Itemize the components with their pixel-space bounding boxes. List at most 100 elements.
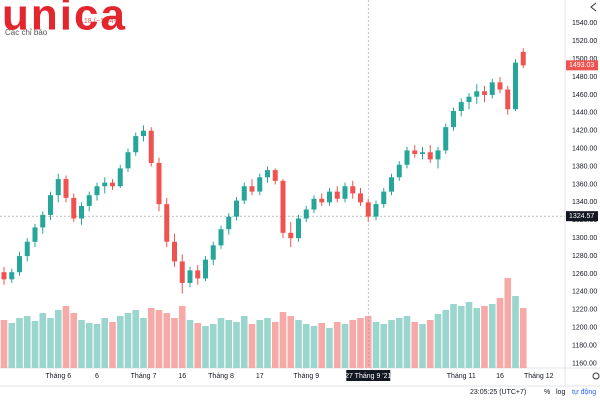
x-tick-label: 16 (496, 373, 504, 380)
y-tick-label: 1520.00 (572, 38, 597, 45)
y-tick-label: 1460.00 (572, 92, 597, 99)
candle-body (141, 130, 146, 137)
candle-body (187, 270, 193, 283)
volume-bar (16, 318, 23, 368)
y-tick-label: 1160.00 (572, 360, 597, 367)
volume-bar (380, 324, 388, 368)
volume-bar (155, 310, 163, 368)
candle-body (210, 245, 216, 260)
volume-bar (512, 296, 519, 368)
candle-body (241, 186, 247, 201)
y-tick-label: 1200.00 (572, 325, 597, 332)
candle-body (164, 204, 170, 242)
crosshair-date-box (346, 370, 391, 381)
volume-bar (326, 328, 333, 368)
candle-body (117, 168, 123, 187)
volume-bar (302, 324, 310, 368)
volume-bar (62, 306, 70, 368)
volume-bar (473, 308, 481, 368)
candle-body (327, 191, 332, 203)
volume-bar (395, 318, 403, 368)
candle-body (381, 191, 387, 205)
y-tick-label: 1360.00 (572, 181, 597, 188)
candle-body (435, 150, 441, 160)
candle-body (489, 82, 495, 95)
last-price-box (566, 60, 598, 71)
volume-bar (403, 316, 411, 368)
candle-body (71, 197, 77, 219)
volume-bar (388, 320, 395, 368)
candle-body (195, 270, 201, 279)
y-tick-label: 1420.00 (572, 128, 597, 135)
candle-body (63, 179, 69, 198)
y-tick-label: 1280.00 (572, 253, 597, 260)
x-tick-label: Tháng 6 (45, 373, 71, 380)
volume-bar (287, 316, 295, 368)
volume-bar (248, 324, 256, 368)
candle-body (280, 180, 286, 233)
volume-bar (140, 318, 147, 368)
settings-icon[interactable] (592, 372, 600, 380)
candle-body (265, 170, 270, 178)
candle-body (17, 256, 22, 273)
candle-body (40, 214, 46, 228)
volume-bar (47, 318, 54, 368)
volume-bar (372, 322, 380, 368)
volume-bar (450, 304, 457, 368)
candle-body (497, 82, 503, 90)
candle-body (133, 136, 139, 153)
candle-body (389, 177, 394, 192)
share-icon[interactable] (590, 2, 597, 12)
percent-toggle[interactable]: % (544, 389, 550, 396)
volume-bar (310, 326, 318, 368)
candle-body (203, 259, 208, 279)
volume-bar (70, 313, 78, 368)
crosshair-date: 27 Tháng 9 '21 (345, 373, 391, 380)
volume-bar (132, 310, 140, 368)
volume-bar (31, 321, 39, 368)
candle-body (474, 91, 480, 97)
candle-body (148, 130, 154, 163)
volume-bar (85, 323, 93, 368)
indicators-button[interactable]: Các chỉ báo (5, 28, 48, 37)
candle-body (420, 152, 425, 155)
volume-bar (496, 298, 504, 368)
candle-body (9, 272, 15, 280)
volume-bar (333, 322, 341, 368)
candle-body (466, 96, 472, 103)
y-tick-label: 1300.00 (572, 235, 597, 242)
y-tick-label: 1380.00 (572, 163, 597, 170)
y-tick-label: 1440.00 (572, 110, 597, 117)
volume-bar (209, 324, 217, 368)
auto-toggle[interactable]: tự động (572, 389, 596, 396)
volume-bar (457, 306, 465, 368)
candle-body (342, 186, 348, 199)
volume-bar (357, 318, 364, 368)
candle-body (32, 227, 38, 242)
candle-body (311, 198, 317, 210)
clock: 23:05:25 (UTC+7) (470, 389, 526, 396)
volume-bar (124, 313, 132, 368)
candle-body (427, 152, 433, 160)
volume-bar (349, 320, 357, 368)
volume-bar (23, 316, 31, 368)
volume-bar (0, 320, 8, 368)
volume-bar (78, 320, 85, 368)
candle-body (482, 91, 487, 95)
x-tick-label: Tháng 7 (131, 373, 157, 380)
volume-bar (481, 306, 488, 368)
x-tick-label: Tháng 11 (447, 373, 476, 380)
crosshair-price: 1324.57 (569, 213, 594, 220)
x-tick-label: 16 (178, 373, 186, 380)
volume-bar (442, 310, 450, 368)
x-tick-label: 17 (256, 373, 264, 380)
log-toggle[interactable]: log (556, 389, 565, 396)
volume-bar (109, 322, 116, 368)
volume-bar (256, 320, 264, 368)
volume-bar (171, 318, 178, 368)
candle-body (350, 186, 356, 194)
volume-bar (426, 320, 434, 368)
volume-bar (341, 324, 349, 368)
last-price: 1493.03 (569, 62, 594, 69)
